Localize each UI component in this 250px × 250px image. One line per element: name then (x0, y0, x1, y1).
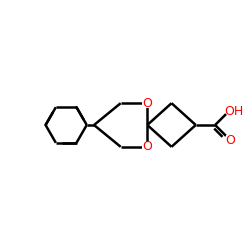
FancyBboxPatch shape (142, 142, 153, 152)
Text: O: O (142, 140, 152, 153)
Text: OH: OH (225, 105, 244, 118)
FancyBboxPatch shape (227, 107, 241, 116)
FancyBboxPatch shape (226, 135, 235, 144)
Text: O: O (142, 97, 152, 110)
Text: O: O (226, 134, 235, 147)
FancyBboxPatch shape (142, 98, 153, 108)
